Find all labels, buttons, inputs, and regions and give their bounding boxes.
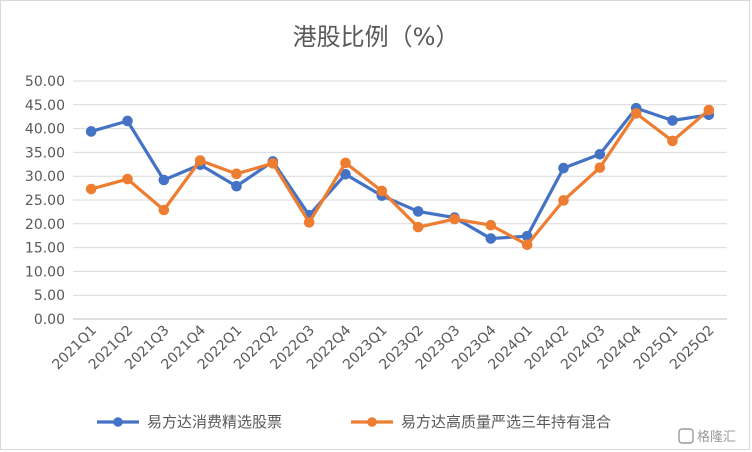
watermark-logo-icon (678, 428, 694, 444)
data-point (340, 157, 351, 169)
watermark: 格隆汇 (678, 428, 736, 445)
legend-item-1: 易方达消费精选股票 (97, 413, 282, 431)
data-point (340, 168, 351, 180)
y-tick-label: 35.00 (25, 145, 65, 161)
data-point (667, 115, 678, 126)
y-tick-label: 50.00 (25, 74, 65, 90)
watermark-text: 格隆汇 (697, 429, 736, 445)
x-axis: 2021Q12021Q22021Q32021Q42022Q12022Q22022… (49, 322, 717, 373)
series-1 (85, 102, 715, 244)
data-point (630, 108, 642, 119)
data-point (558, 195, 569, 206)
y-axis: 0.00 5.00 10.00 15.00 20.00 25.00 30.00 35.00 40… (25, 74, 65, 328)
y-tick-label: 10.00 (25, 264, 65, 280)
legend-label: 易方达消费精选股票 (147, 413, 282, 431)
data-point (558, 162, 569, 174)
data-point (703, 104, 715, 116)
y-tick-label: 30.00 (25, 169, 65, 185)
series-line (89, 108, 711, 247)
data-point (594, 149, 606, 160)
data-point (122, 115, 133, 127)
legend-marker (367, 417, 377, 427)
data-point (667, 135, 678, 147)
data-point (122, 173, 133, 185)
data-point (231, 180, 242, 192)
data-point (376, 185, 388, 197)
data-point (485, 233, 497, 244)
y-tick-label: 25.00 (25, 193, 65, 209)
y-tick-label: 45.00 (25, 98, 65, 114)
series-2 (85, 104, 715, 251)
data-point (449, 213, 460, 225)
data-point (521, 239, 533, 251)
y-tick-label: 15.00 (25, 241, 65, 257)
y-tick-label: 40.00 (25, 122, 65, 138)
legend: 易方达消费精选股票 易方达高质量严选三年持有混合 (97, 413, 611, 431)
data-point (412, 206, 424, 217)
series-line (89, 106, 711, 241)
legend-marker (113, 417, 123, 427)
data-point (267, 158, 279, 169)
data-point (158, 204, 170, 216)
data-point (85, 183, 97, 195)
y-tick-label: 0.00 (34, 312, 65, 328)
legend-label: 易方达高质量严选三年持有混合 (401, 413, 611, 431)
y-tick-label: 5.00 (34, 288, 65, 304)
data-point (158, 174, 170, 186)
legend-item-2: 易方达高质量严选三年持有混合 (351, 413, 611, 431)
data-point (303, 217, 315, 228)
gridlines (73, 80, 727, 320)
data-point (485, 219, 497, 231)
data-point (194, 155, 206, 166)
y-tick-label: 20.00 (25, 217, 65, 233)
chart-title: 港股比例（%） (293, 23, 460, 51)
data-point (412, 221, 424, 233)
data-point (85, 126, 97, 137)
series-layer (85, 102, 715, 251)
data-point (231, 168, 242, 180)
data-point (594, 162, 606, 173)
